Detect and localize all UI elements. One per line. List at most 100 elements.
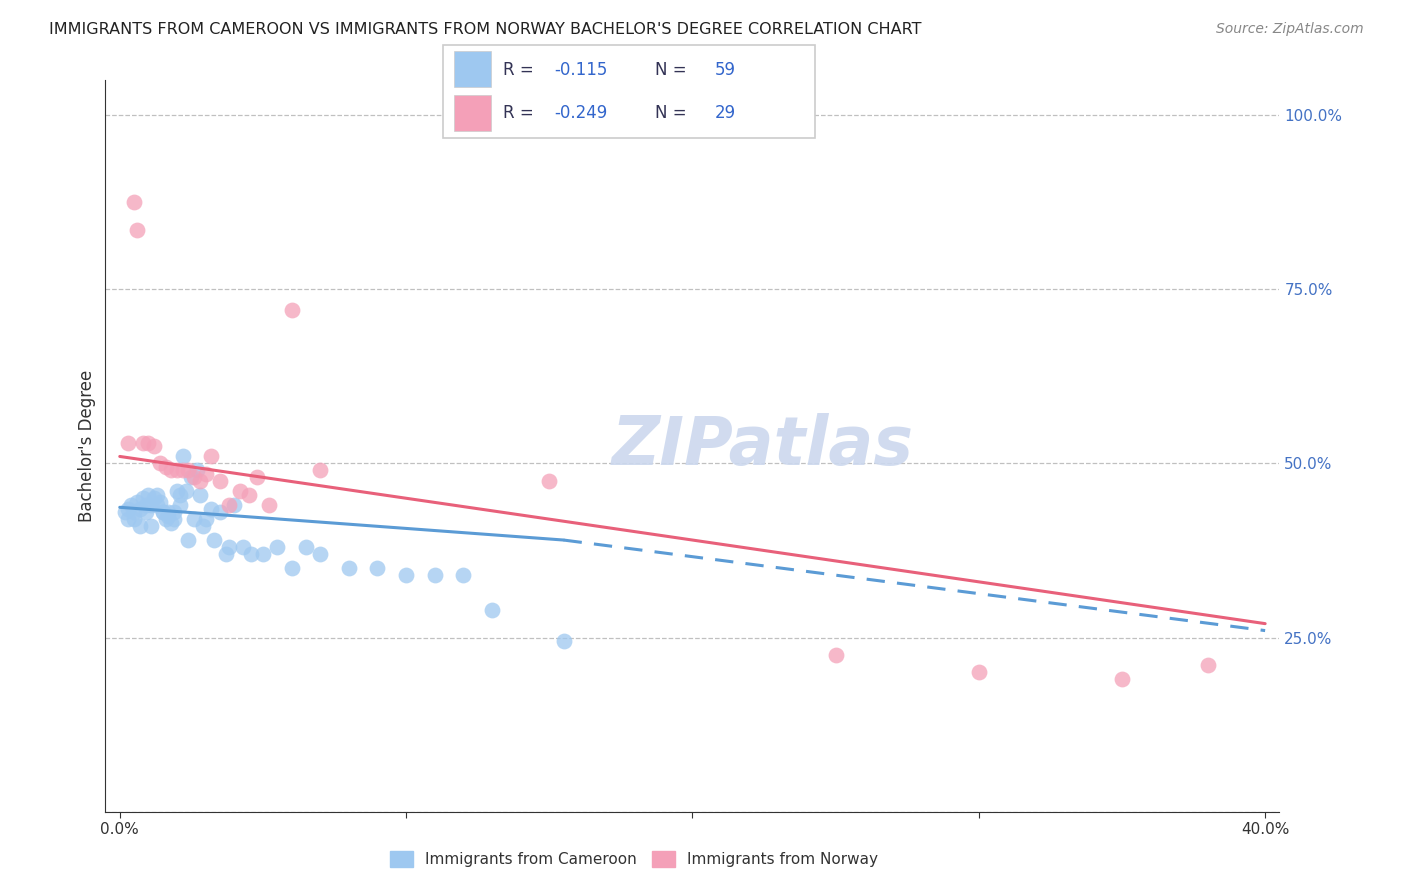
Point xyxy=(553,634,575,648)
Point xyxy=(257,498,280,512)
Point xyxy=(395,567,418,582)
Text: 29: 29 xyxy=(714,104,735,122)
Point xyxy=(163,505,186,519)
Point xyxy=(138,435,160,450)
Point xyxy=(266,540,288,554)
Point xyxy=(155,512,177,526)
FancyBboxPatch shape xyxy=(443,45,815,138)
Point xyxy=(155,459,177,474)
Point xyxy=(117,501,139,516)
Point xyxy=(1197,658,1219,673)
Point xyxy=(125,223,148,237)
Point xyxy=(166,463,188,477)
Point xyxy=(1111,673,1133,687)
Point xyxy=(538,474,561,488)
Point xyxy=(186,463,208,477)
Legend: Immigrants from Cameroon, Immigrants from Norway: Immigrants from Cameroon, Immigrants fro… xyxy=(384,846,884,873)
Point xyxy=(453,567,475,582)
Text: Source: ZipAtlas.com: Source: ZipAtlas.com xyxy=(1216,22,1364,37)
Point xyxy=(309,547,332,561)
Point xyxy=(135,505,157,519)
Point xyxy=(229,484,252,499)
Point xyxy=(125,494,148,508)
Point xyxy=(138,488,160,502)
Point xyxy=(280,303,302,318)
Text: R =: R = xyxy=(502,104,538,122)
Point xyxy=(215,547,238,561)
Point xyxy=(183,470,205,484)
Point xyxy=(166,484,188,499)
Point xyxy=(160,463,183,477)
Point xyxy=(114,505,136,519)
Point xyxy=(120,498,142,512)
Point xyxy=(240,547,263,561)
Point xyxy=(177,533,200,547)
Point xyxy=(169,498,191,512)
Point xyxy=(295,540,318,554)
Point xyxy=(208,505,231,519)
Point xyxy=(172,463,194,477)
Point xyxy=(149,457,172,471)
Y-axis label: Bachelor's Degree: Bachelor's Degree xyxy=(77,370,96,522)
Point xyxy=(128,519,150,533)
Point xyxy=(131,435,153,450)
Point xyxy=(309,463,332,477)
Point xyxy=(117,512,139,526)
Point xyxy=(218,540,240,554)
Point xyxy=(194,512,217,526)
Point xyxy=(157,508,180,523)
Point xyxy=(174,484,197,499)
Point xyxy=(122,505,145,519)
Point xyxy=(423,567,446,582)
Point xyxy=(232,540,254,554)
Point xyxy=(194,467,217,481)
Point xyxy=(163,512,186,526)
Text: R =: R = xyxy=(502,61,538,78)
Point xyxy=(200,501,222,516)
Text: -0.115: -0.115 xyxy=(554,61,607,78)
Point xyxy=(183,512,205,526)
Point xyxy=(146,498,169,512)
Point xyxy=(238,488,260,502)
Point xyxy=(824,648,846,662)
Point xyxy=(117,435,139,450)
Point xyxy=(191,519,214,533)
Point xyxy=(152,505,174,519)
Point xyxy=(122,195,145,210)
Point xyxy=(141,498,163,512)
Point xyxy=(141,519,163,533)
Point xyxy=(152,505,174,519)
Text: N =: N = xyxy=(655,104,692,122)
Point xyxy=(218,498,240,512)
Point xyxy=(146,488,169,502)
Point xyxy=(149,494,172,508)
Point xyxy=(157,505,180,519)
Point xyxy=(366,561,388,575)
Point xyxy=(280,561,302,575)
Point xyxy=(202,533,225,547)
Point xyxy=(143,439,166,453)
Point xyxy=(200,450,222,464)
Text: ZIPatlas: ZIPatlas xyxy=(612,413,914,479)
Point xyxy=(246,470,269,484)
Bar xyxy=(454,95,491,131)
Bar xyxy=(454,51,491,87)
Point xyxy=(169,488,191,502)
Point xyxy=(967,665,990,680)
Point xyxy=(122,512,145,526)
Point xyxy=(208,474,231,488)
Point xyxy=(177,463,200,477)
Point xyxy=(252,547,274,561)
Point xyxy=(188,488,211,502)
Text: -0.249: -0.249 xyxy=(554,104,607,122)
Point xyxy=(172,450,194,464)
Point xyxy=(337,561,360,575)
Point xyxy=(128,501,150,516)
Point xyxy=(224,498,246,512)
Text: N =: N = xyxy=(655,61,692,78)
Text: IMMIGRANTS FROM CAMEROON VS IMMIGRANTS FROM NORWAY BACHELOR'S DEGREE CORRELATION: IMMIGRANTS FROM CAMEROON VS IMMIGRANTS F… xyxy=(49,22,922,37)
Point xyxy=(188,474,211,488)
Text: 59: 59 xyxy=(714,61,735,78)
Point xyxy=(131,491,153,506)
Point xyxy=(160,516,183,530)
